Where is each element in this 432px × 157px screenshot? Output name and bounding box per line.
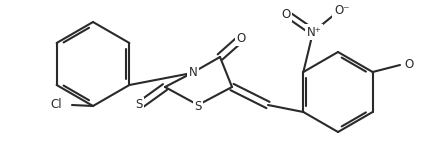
Text: N⁺: N⁺ bbox=[307, 25, 321, 38]
Text: N: N bbox=[189, 67, 197, 79]
Text: O⁻: O⁻ bbox=[334, 3, 350, 16]
Text: Cl: Cl bbox=[51, 97, 62, 111]
Text: O: O bbox=[236, 32, 246, 44]
Text: O: O bbox=[404, 59, 413, 71]
Text: S: S bbox=[194, 100, 202, 114]
Text: S: S bbox=[135, 98, 143, 111]
Text: O: O bbox=[281, 8, 291, 21]
